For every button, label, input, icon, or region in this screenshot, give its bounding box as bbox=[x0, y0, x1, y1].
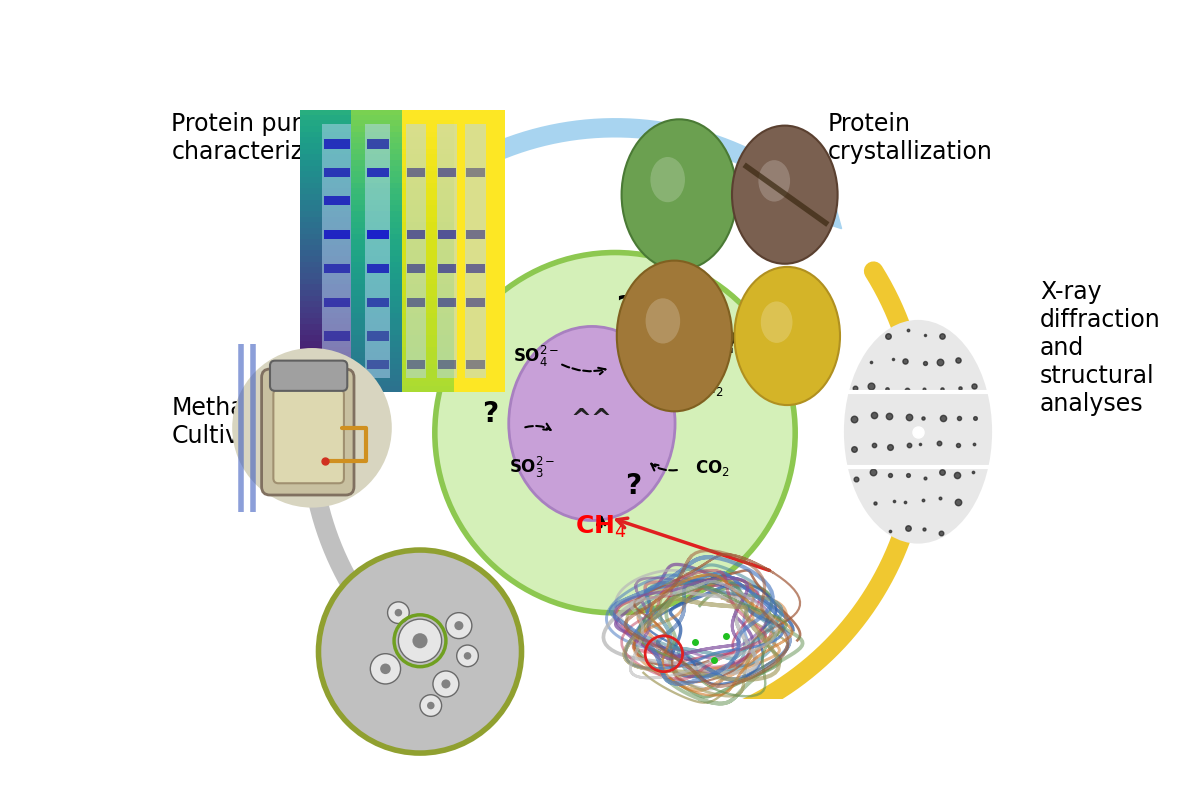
Bar bbox=[438, 167, 456, 177]
Text: ?: ? bbox=[722, 331, 738, 359]
Circle shape bbox=[427, 702, 434, 710]
Circle shape bbox=[413, 633, 427, 648]
Circle shape bbox=[455, 621, 463, 630]
Circle shape bbox=[318, 550, 522, 753]
Bar bbox=[366, 167, 389, 177]
Bar bbox=[407, 167, 426, 177]
Text: ?: ? bbox=[625, 473, 642, 500]
Bar bbox=[366, 264, 389, 273]
Circle shape bbox=[398, 619, 442, 663]
Polygon shape bbox=[572, 717, 617, 762]
Bar bbox=[407, 230, 426, 239]
Bar bbox=[324, 298, 349, 307]
Bar bbox=[366, 298, 389, 307]
Bar bbox=[365, 124, 390, 378]
FancyBboxPatch shape bbox=[270, 360, 347, 391]
Bar bbox=[324, 230, 349, 239]
Text: ^^: ^^ bbox=[571, 407, 613, 431]
Text: SO$_4^{2-}$: SO$_4^{2-}$ bbox=[514, 345, 559, 370]
Polygon shape bbox=[796, 182, 841, 228]
Circle shape bbox=[420, 695, 442, 717]
Bar bbox=[407, 298, 426, 307]
Bar bbox=[467, 167, 485, 177]
Bar bbox=[467, 264, 485, 273]
Bar bbox=[366, 331, 389, 341]
Circle shape bbox=[446, 612, 472, 638]
Text: Methanogens
Cultivation: Methanogens Cultivation bbox=[172, 396, 331, 448]
Bar bbox=[366, 360, 389, 369]
Circle shape bbox=[380, 663, 391, 674]
Ellipse shape bbox=[509, 327, 676, 520]
Bar bbox=[438, 264, 456, 273]
Bar bbox=[466, 124, 486, 378]
Circle shape bbox=[434, 253, 796, 613]
Ellipse shape bbox=[233, 348, 391, 508]
Circle shape bbox=[442, 679, 450, 688]
Circle shape bbox=[646, 298, 680, 344]
Bar bbox=[407, 264, 426, 273]
Circle shape bbox=[734, 267, 840, 405]
Bar bbox=[406, 124, 426, 378]
FancyBboxPatch shape bbox=[274, 389, 344, 484]
Text: CO$_2$: CO$_2$ bbox=[695, 458, 730, 478]
Circle shape bbox=[463, 652, 472, 659]
Circle shape bbox=[761, 301, 792, 343]
Bar bbox=[438, 360, 456, 369]
Bar bbox=[437, 124, 457, 378]
Circle shape bbox=[457, 645, 479, 666]
Bar bbox=[438, 230, 456, 239]
Bar bbox=[366, 139, 389, 149]
Circle shape bbox=[732, 126, 838, 264]
Circle shape bbox=[650, 157, 685, 203]
Text: N$_2$: N$_2$ bbox=[701, 378, 724, 398]
Text: ?: ? bbox=[616, 294, 632, 322]
Bar bbox=[467, 230, 485, 239]
Bar bbox=[323, 124, 352, 378]
Polygon shape bbox=[406, 174, 454, 217]
Circle shape bbox=[388, 602, 409, 623]
Bar bbox=[324, 331, 349, 341]
Ellipse shape bbox=[844, 320, 992, 543]
Bar bbox=[366, 230, 389, 239]
Bar bbox=[407, 360, 426, 369]
Circle shape bbox=[395, 609, 402, 616]
Bar bbox=[324, 195, 349, 206]
Text: Protein
crystallization: Protein crystallization bbox=[828, 112, 992, 164]
Text: ?: ? bbox=[482, 400, 498, 428]
Bar bbox=[324, 264, 349, 273]
Circle shape bbox=[617, 261, 732, 411]
Text: SO$_3^{2-}$: SO$_3^{2-}$ bbox=[509, 455, 556, 480]
Text: CH$_4$: CH$_4$ bbox=[575, 514, 626, 540]
Circle shape bbox=[371, 654, 401, 684]
Bar bbox=[324, 167, 349, 177]
Circle shape bbox=[758, 160, 790, 202]
Circle shape bbox=[622, 119, 737, 270]
Text: Protein purification and
characterization: Protein purification and characterizatio… bbox=[172, 112, 448, 164]
FancyBboxPatch shape bbox=[262, 369, 354, 495]
Bar bbox=[324, 139, 349, 149]
Text: X-ray
diffraction
and
structural
analyses: X-ray diffraction and structural analyse… bbox=[1040, 280, 1160, 416]
Circle shape bbox=[433, 671, 458, 697]
Bar bbox=[467, 360, 485, 369]
Bar bbox=[467, 298, 485, 307]
Bar bbox=[324, 360, 349, 369]
Bar bbox=[438, 298, 456, 307]
